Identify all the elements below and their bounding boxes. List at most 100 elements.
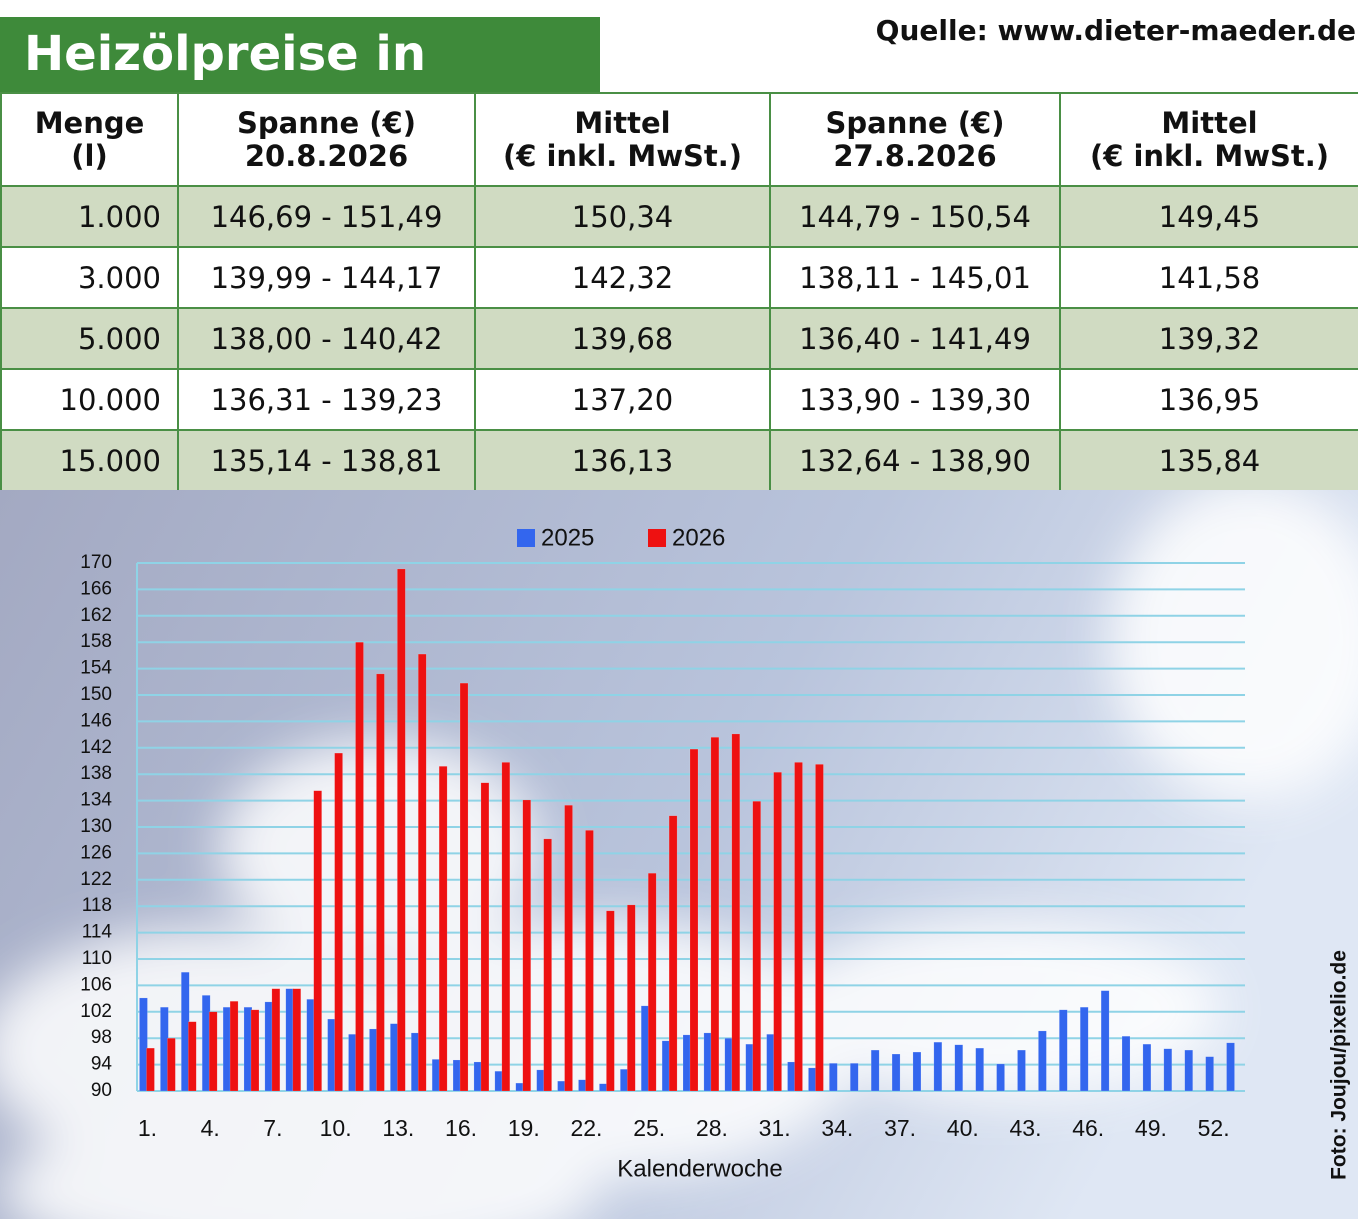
bar <box>397 568 406 1092</box>
table-cell: 144,79 - 150,54 <box>769 185 1061 248</box>
table-cell: 3.000 <box>0 246 179 309</box>
bar <box>912 1051 922 1092</box>
bar <box>208 1011 218 1092</box>
header-line: 27.8.2026 <box>833 138 997 173</box>
table-cell: 139,99 - 144,17 <box>177 246 476 309</box>
bar <box>1163 1048 1173 1092</box>
y-tick-label: 106 <box>80 974 112 995</box>
bar <box>271 988 281 1092</box>
bar <box>522 799 532 1092</box>
table-cell: 136,31 - 139,23 <box>177 368 476 431</box>
header-line: (l) <box>71 138 108 173</box>
y-tick-label: 154 <box>80 658 112 679</box>
header-line: Menge <box>34 105 145 140</box>
bar <box>146 1047 155 1092</box>
legend-label: 2026 <box>672 524 725 551</box>
table-cell: 146,69 - 151,49 <box>177 185 476 248</box>
y-tick-label: 90 <box>91 1080 112 1101</box>
x-tick-label: 34. <box>821 1115 853 1141</box>
column-header: Spanne (€) 27.8.2026 <box>769 92 1061 187</box>
bar <box>668 815 678 1092</box>
bar <box>1226 1042 1235 1092</box>
table-row: 15.000 135,14 - 138,81 136,13 132,64 - 138,… <box>0 429 1358 492</box>
y-tick-label: 130 <box>80 816 112 837</box>
x-tick-label: 52. <box>1198 1115 1230 1141</box>
title: Heizölpreise in Berlin <box>0 17 600 157</box>
bar <box>229 1000 239 1092</box>
x-tick-label: 1. <box>138 1115 157 1141</box>
y-tick-label: 146 <box>80 710 112 731</box>
bar <box>501 762 511 1092</box>
column-header: Mittel (€ inkl. MwSt.) <box>1059 92 1358 187</box>
x-tick-label: 19. <box>508 1115 540 1141</box>
table-cell: 135,84 <box>1059 429 1358 492</box>
y-tick-label: 126 <box>80 842 112 863</box>
table-cell: 136,13 <box>474 429 771 492</box>
y-tick-label: 110 <box>82 948 112 969</box>
photo-credit: Foto: Joujou/pixelio.de <box>1328 950 1351 1180</box>
bar <box>188 1021 197 1092</box>
bar <box>710 736 720 1092</box>
table-cell: 136,95 <box>1059 368 1358 431</box>
header-line: (€ inkl. MwSt.) <box>502 138 743 173</box>
bar <box>376 673 385 1092</box>
bar <box>1142 1043 1152 1092</box>
y-tick-label: 142 <box>80 737 112 758</box>
y-tick-label: 118 <box>82 895 112 916</box>
table-cell: 15.000 <box>0 429 179 492</box>
bar <box>1079 1006 1089 1092</box>
bar <box>794 762 803 1092</box>
bar <box>647 872 657 1092</box>
x-tick-label: 10. <box>320 1115 352 1141</box>
chart: 90 94 98 102 106 110 114 118 122 126 130 134 138 142 1… <box>0 490 1358 1219</box>
table-cell: 142,32 <box>474 246 771 309</box>
bar <box>829 1063 838 1092</box>
bar <box>1100 990 1110 1092</box>
x-tick-label: 7. <box>263 1115 282 1141</box>
x-tick-label: 28. <box>696 1115 728 1141</box>
y-tick-label: 150 <box>80 684 112 705</box>
bar <box>564 804 573 1092</box>
table-cell: 138,11 - 145,01 <box>769 246 1061 309</box>
y-tick-label: 162 <box>80 605 112 626</box>
bar <box>891 1053 901 1092</box>
legend-label: 2025 <box>541 524 594 551</box>
bar <box>1184 1049 1193 1092</box>
header-line: Mittel <box>1161 105 1258 140</box>
bar <box>1121 1035 1131 1092</box>
bar <box>1059 1009 1068 1092</box>
y-tick-label: 158 <box>80 631 112 652</box>
bar <box>585 830 594 1092</box>
bar <box>849 1063 859 1092</box>
bar <box>459 682 469 1092</box>
table-cell: 150,34 <box>474 185 771 248</box>
x-tick-label: 46. <box>1072 1115 1104 1141</box>
legend-swatch <box>648 529 666 547</box>
table-cell: 5.000 <box>0 307 179 370</box>
y-tick-label: 98 <box>91 1027 112 1048</box>
table-cell: 132,64 - 138,90 <box>769 429 1061 492</box>
table-row: 10.000 136,31 - 139,23 137,20 133,90 - 139,… <box>0 368 1358 431</box>
table-row: 5.000 138,00 - 140,42 139,68 136,40 - 141,4… <box>0 307 1358 370</box>
bar <box>438 766 448 1092</box>
y-tick-label: 114 <box>82 922 113 943</box>
bar <box>1017 1049 1026 1092</box>
bar <box>313 790 322 1092</box>
header-line: Mittel <box>574 105 671 140</box>
bar <box>334 752 343 1092</box>
table-cell: 133,90 - 139,30 <box>769 368 1061 431</box>
bar <box>954 1044 964 1092</box>
bar <box>752 801 761 1092</box>
y-tick-label: 102 <box>80 1001 112 1022</box>
legend-swatch <box>517 529 535 547</box>
bar <box>417 653 427 1092</box>
bar <box>1038 1030 1047 1092</box>
y-tick-label: 170 <box>80 552 112 573</box>
table-cell: 136,40 - 141,49 <box>769 307 1061 370</box>
x-tick-label: 25. <box>633 1115 665 1141</box>
bar <box>292 988 302 1092</box>
source: Quelle: www.dieter-maeder.de <box>875 14 1356 47</box>
bar <box>731 733 741 1092</box>
bar <box>1205 1056 1214 1092</box>
table-cell: 1.000 <box>0 185 179 248</box>
